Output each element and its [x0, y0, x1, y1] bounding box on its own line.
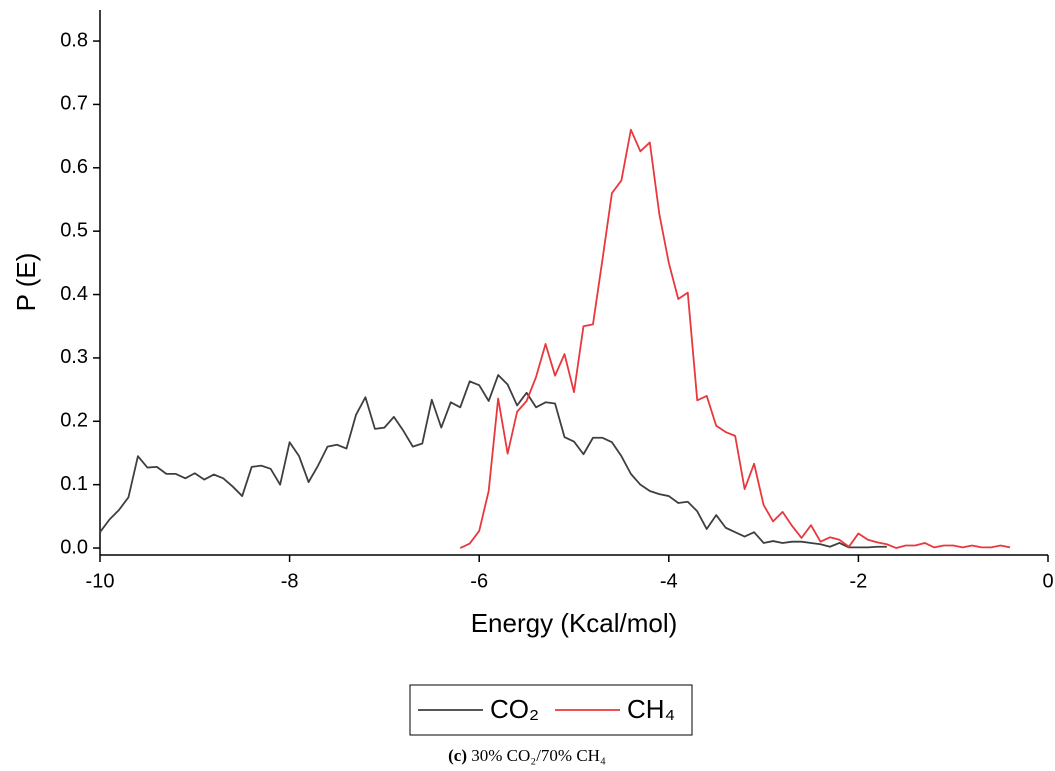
y-tick-label: 0.4 [60, 283, 88, 305]
y-tick-label: 0.8 [60, 29, 88, 51]
y-tick-label: 0.0 [60, 536, 88, 558]
y-axis-label: P (E) [11, 253, 41, 312]
caption-label: (c) [448, 746, 467, 765]
x-tick-label: -10 [86, 570, 115, 592]
x-axis-label: Energy (Kcal/mol) [471, 608, 678, 638]
y-tick-label: 0.5 [60, 219, 88, 241]
series-line [459, 128, 1011, 549]
y-tick-label: 0.7 [60, 93, 88, 115]
series-line [99, 374, 887, 549]
x-tick-label: -8 [281, 570, 299, 592]
y-tick-label: 0.6 [60, 156, 88, 178]
x-tick-label: -2 [850, 570, 868, 592]
x-tick-label: -6 [470, 570, 488, 592]
caption-text: 30% CO₂/70% CH₄ [471, 746, 606, 765]
x-tick-label: 0 [1042, 570, 1053, 592]
y-tick-label: 0.2 [60, 410, 88, 432]
y-tick-label: 0.1 [60, 473, 88, 495]
legend-label: CO₂ [490, 694, 539, 724]
caption: (c) 30% CO₂/70% CH₄ [448, 746, 606, 765]
x-tick-label: -4 [660, 570, 678, 592]
legend-label: CH₄ [627, 694, 675, 724]
legend-box [409, 684, 693, 736]
y-tick-label: 0.3 [60, 346, 88, 368]
legend: CO₂ CH₄ [418, 694, 675, 724]
